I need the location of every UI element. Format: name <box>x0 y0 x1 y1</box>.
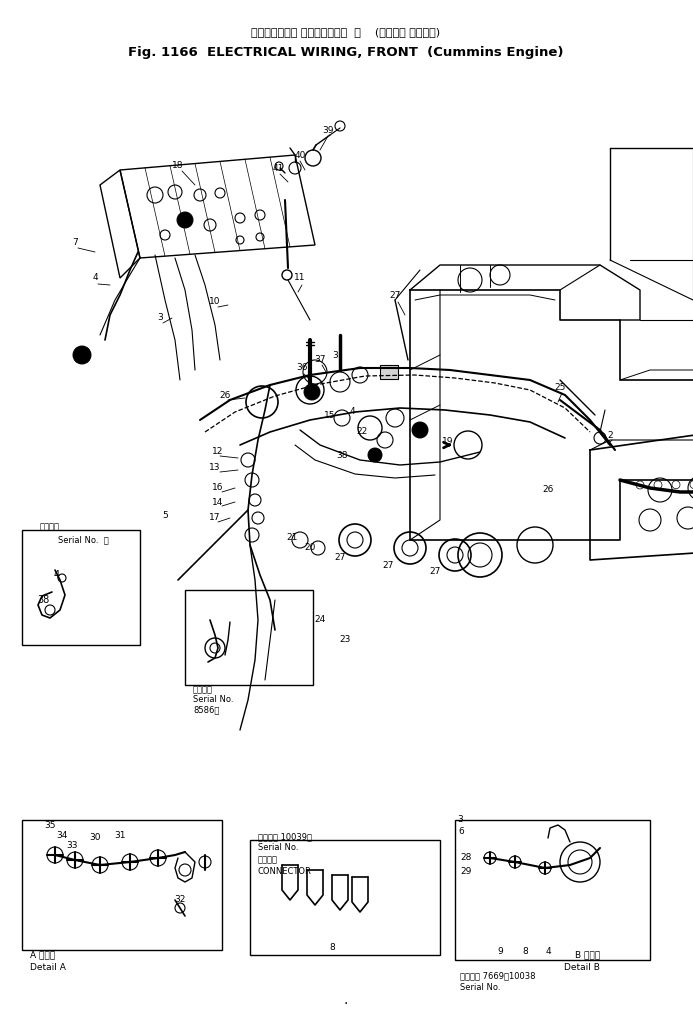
Text: 3: 3 <box>332 351 338 360</box>
Text: 19: 19 <box>442 437 454 446</box>
Text: 7: 7 <box>72 237 78 246</box>
Text: 2: 2 <box>607 431 613 439</box>
Bar <box>22 530 140 645</box>
Text: 4: 4 <box>92 274 98 283</box>
Text: Detail B: Detail B <box>564 962 600 971</box>
Text: 20: 20 <box>304 544 316 553</box>
Text: 適用番号: 適用番号 <box>193 685 213 695</box>
Bar <box>455 820 650 960</box>
Bar <box>250 840 440 955</box>
Text: 37: 37 <box>314 356 326 364</box>
Text: 16: 16 <box>212 484 224 493</box>
Circle shape <box>73 346 91 364</box>
Text: 4: 4 <box>349 408 355 417</box>
Text: 6: 6 <box>458 827 464 837</box>
Text: 15: 15 <box>324 411 335 420</box>
Text: 10: 10 <box>209 297 221 306</box>
Text: 38: 38 <box>37 595 50 605</box>
Text: A 詳細図: A 詳細図 <box>30 950 55 959</box>
Text: CONNECTOR: CONNECTOR <box>258 867 312 875</box>
Text: 32: 32 <box>175 895 186 904</box>
Text: 27: 27 <box>429 568 441 577</box>
Text: 8: 8 <box>522 947 528 956</box>
Text: 28: 28 <box>460 854 471 863</box>
Text: 36: 36 <box>296 363 308 372</box>
Text: B 詳細図: B 詳細図 <box>575 950 600 959</box>
Text: Fig. 1166  ELECTRICAL WIRING, FRONT  (Cummins Engine): Fig. 1166 ELECTRICAL WIRING, FRONT (Cumm… <box>128 46 563 59</box>
Text: 23: 23 <box>340 636 351 645</box>
Circle shape <box>177 212 193 228</box>
Text: 8586～: 8586～ <box>193 706 220 715</box>
Text: .: . <box>344 993 348 1007</box>
Text: 27: 27 <box>389 290 401 299</box>
Text: 26: 26 <box>543 486 554 495</box>
Text: 8: 8 <box>329 943 335 952</box>
Text: 41: 41 <box>272 163 283 172</box>
Text: 12: 12 <box>212 447 224 456</box>
Text: 24: 24 <box>315 615 326 625</box>
Text: 4: 4 <box>545 947 551 956</box>
Text: 25: 25 <box>554 383 565 392</box>
Circle shape <box>304 384 320 400</box>
Text: 適用番号: 適用番号 <box>40 522 60 531</box>
Text: 27: 27 <box>334 554 346 563</box>
Text: 9: 9 <box>497 947 503 956</box>
Text: エレクトリカル ワイヤリング、  前    (カミンズ エンジン): エレクトリカル ワイヤリング、 前 (カミンズ エンジン) <box>252 27 441 37</box>
Circle shape <box>368 448 382 462</box>
Text: 4: 4 <box>54 570 60 580</box>
Text: Serial No.: Serial No. <box>460 984 500 993</box>
Text: 17: 17 <box>209 513 221 522</box>
Text: 18: 18 <box>173 160 184 169</box>
Text: 38: 38 <box>336 450 348 459</box>
Text: 13: 13 <box>209 463 221 473</box>
Bar <box>380 365 398 379</box>
Text: 26: 26 <box>219 390 231 400</box>
Text: 39: 39 <box>322 126 334 135</box>
Text: Serial No.: Serial No. <box>258 844 299 853</box>
Text: Detail A: Detail A <box>30 962 66 971</box>
Text: コネクタ: コネクタ <box>258 856 278 865</box>
Text: 11: 11 <box>295 274 306 283</box>
Text: 34: 34 <box>56 831 68 841</box>
Bar <box>22 820 222 950</box>
Text: 31: 31 <box>114 831 125 841</box>
Text: 29: 29 <box>460 868 471 876</box>
Circle shape <box>412 422 428 438</box>
Text: 27: 27 <box>383 561 394 570</box>
Text: 30: 30 <box>89 834 100 843</box>
Text: 14: 14 <box>212 498 224 507</box>
Bar <box>185 590 313 685</box>
Text: 35: 35 <box>44 821 55 830</box>
Text: 適用番号 7669～10038: 適用番号 7669～10038 <box>460 971 536 981</box>
Text: 40: 40 <box>295 150 306 159</box>
Text: 適用番号 10039～: 適用番号 10039～ <box>258 832 312 842</box>
Text: 3: 3 <box>457 815 463 824</box>
Text: 5: 5 <box>162 510 168 519</box>
Text: 21: 21 <box>286 533 298 542</box>
Text: 33: 33 <box>67 842 78 851</box>
Text: 3: 3 <box>157 313 163 322</box>
Text: 22: 22 <box>356 428 367 436</box>
Text: Serial No.  ～: Serial No. ～ <box>58 535 109 545</box>
Text: Serial No.: Serial No. <box>193 696 234 705</box>
